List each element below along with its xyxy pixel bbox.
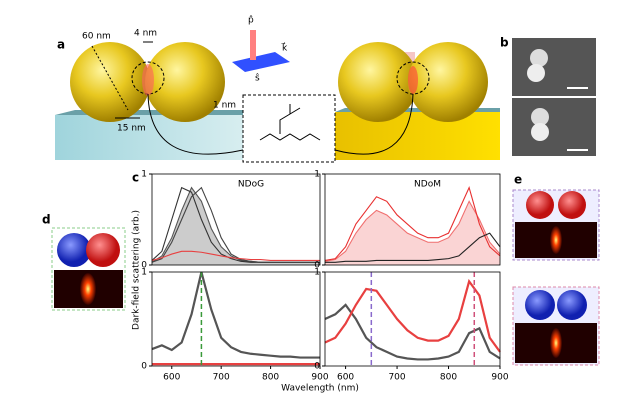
molecule-box <box>242 94 336 163</box>
gold-film <box>335 112 500 160</box>
sem-image <box>512 98 596 156</box>
y-tick-label: 1 <box>314 268 320 278</box>
panel-a: a 60 nm 4 nm 1 nm 15 nm p̂ ŝ k⃗ <box>55 15 500 163</box>
y-axis-label: Dark-field scattering (arb.) <box>132 210 142 330</box>
nanoparticle <box>408 42 488 122</box>
chart-title: NDoG <box>238 180 264 190</box>
panel-label: a <box>57 38 65 52</box>
line <box>151 250 320 261</box>
line <box>324 278 501 353</box>
x-tick-label: 800 <box>440 373 457 383</box>
x-tick-label: 600 <box>337 373 354 383</box>
panel-d: d <box>42 213 126 311</box>
hotspot <box>142 64 154 96</box>
area <box>152 187 320 265</box>
axes-frame <box>324 173 501 266</box>
gap-circle <box>131 61 165 95</box>
k-arrow <box>232 52 290 72</box>
molecule <box>259 104 321 141</box>
nanoparticle <box>338 42 418 122</box>
p-arrow <box>250 30 256 60</box>
x-tick-label: 600 <box>163 373 180 383</box>
x-tick-label: 700 <box>388 373 405 383</box>
line <box>325 232 501 263</box>
panel-e: e <box>512 173 600 366</box>
y-tick-label: 0 <box>141 362 147 372</box>
x-axis-label: Wavelength (nm) <box>281 384 359 394</box>
gap-circle <box>396 61 430 95</box>
annotation: 15 nm <box>117 124 146 134</box>
line <box>324 303 501 361</box>
x-tick-label: 700 <box>213 373 230 383</box>
nanoparticle <box>70 42 150 122</box>
annotation: k⃗ <box>280 42 288 54</box>
sem-image <box>512 38 596 96</box>
axes-frame <box>151 173 321 266</box>
y-tick-label: 0 <box>314 261 320 271</box>
line <box>324 186 501 261</box>
annotation: p̂ <box>248 15 254 26</box>
line <box>324 200 501 262</box>
y-tick-label: 0 <box>314 362 320 372</box>
x-tick-label: 800 <box>262 373 279 383</box>
x-tick-label: 900 <box>491 373 508 383</box>
y-tick-label: 0 <box>141 261 147 271</box>
panel-label: d <box>42 213 51 227</box>
substrate <box>55 115 245 160</box>
chart-title: NDoM <box>414 180 441 190</box>
panel-label: c <box>132 171 139 185</box>
y-tick-label: 1 <box>314 170 320 180</box>
annotation: ŝ <box>255 73 260 84</box>
hotspot <box>408 66 418 94</box>
x-tick-label: 900 <box>311 373 328 383</box>
axes-frame <box>151 271 321 367</box>
line <box>151 271 320 359</box>
axes-frame <box>324 271 501 367</box>
annotation: 60 nm <box>82 32 111 42</box>
connector <box>147 93 244 155</box>
y-tick-label: 1 <box>141 170 147 180</box>
diameter-line <box>91 45 129 111</box>
line <box>151 186 320 263</box>
connector <box>334 93 414 155</box>
annotation: 4 nm <box>134 29 157 39</box>
annotation: 1 nm <box>213 101 236 111</box>
panel-label: b <box>500 36 509 50</box>
panel-label: e <box>514 173 522 187</box>
panel-b: b <box>500 36 596 156</box>
y-tick-label: 1 <box>141 268 147 278</box>
nanoparticle <box>145 42 225 122</box>
